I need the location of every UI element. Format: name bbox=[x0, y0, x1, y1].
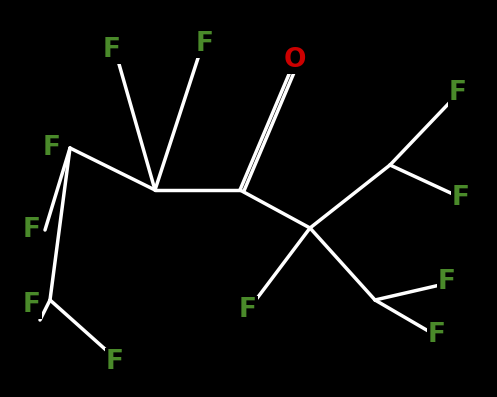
Text: F: F bbox=[452, 185, 470, 211]
Text: F: F bbox=[103, 37, 121, 63]
Text: F: F bbox=[23, 292, 41, 318]
Text: F: F bbox=[438, 269, 456, 295]
Text: O: O bbox=[284, 47, 306, 73]
Text: F: F bbox=[106, 349, 124, 375]
Text: F: F bbox=[43, 135, 61, 161]
Text: F: F bbox=[196, 31, 214, 57]
Text: F: F bbox=[239, 297, 257, 323]
Text: F: F bbox=[23, 217, 41, 243]
Text: F: F bbox=[449, 80, 467, 106]
Text: F: F bbox=[428, 322, 446, 348]
